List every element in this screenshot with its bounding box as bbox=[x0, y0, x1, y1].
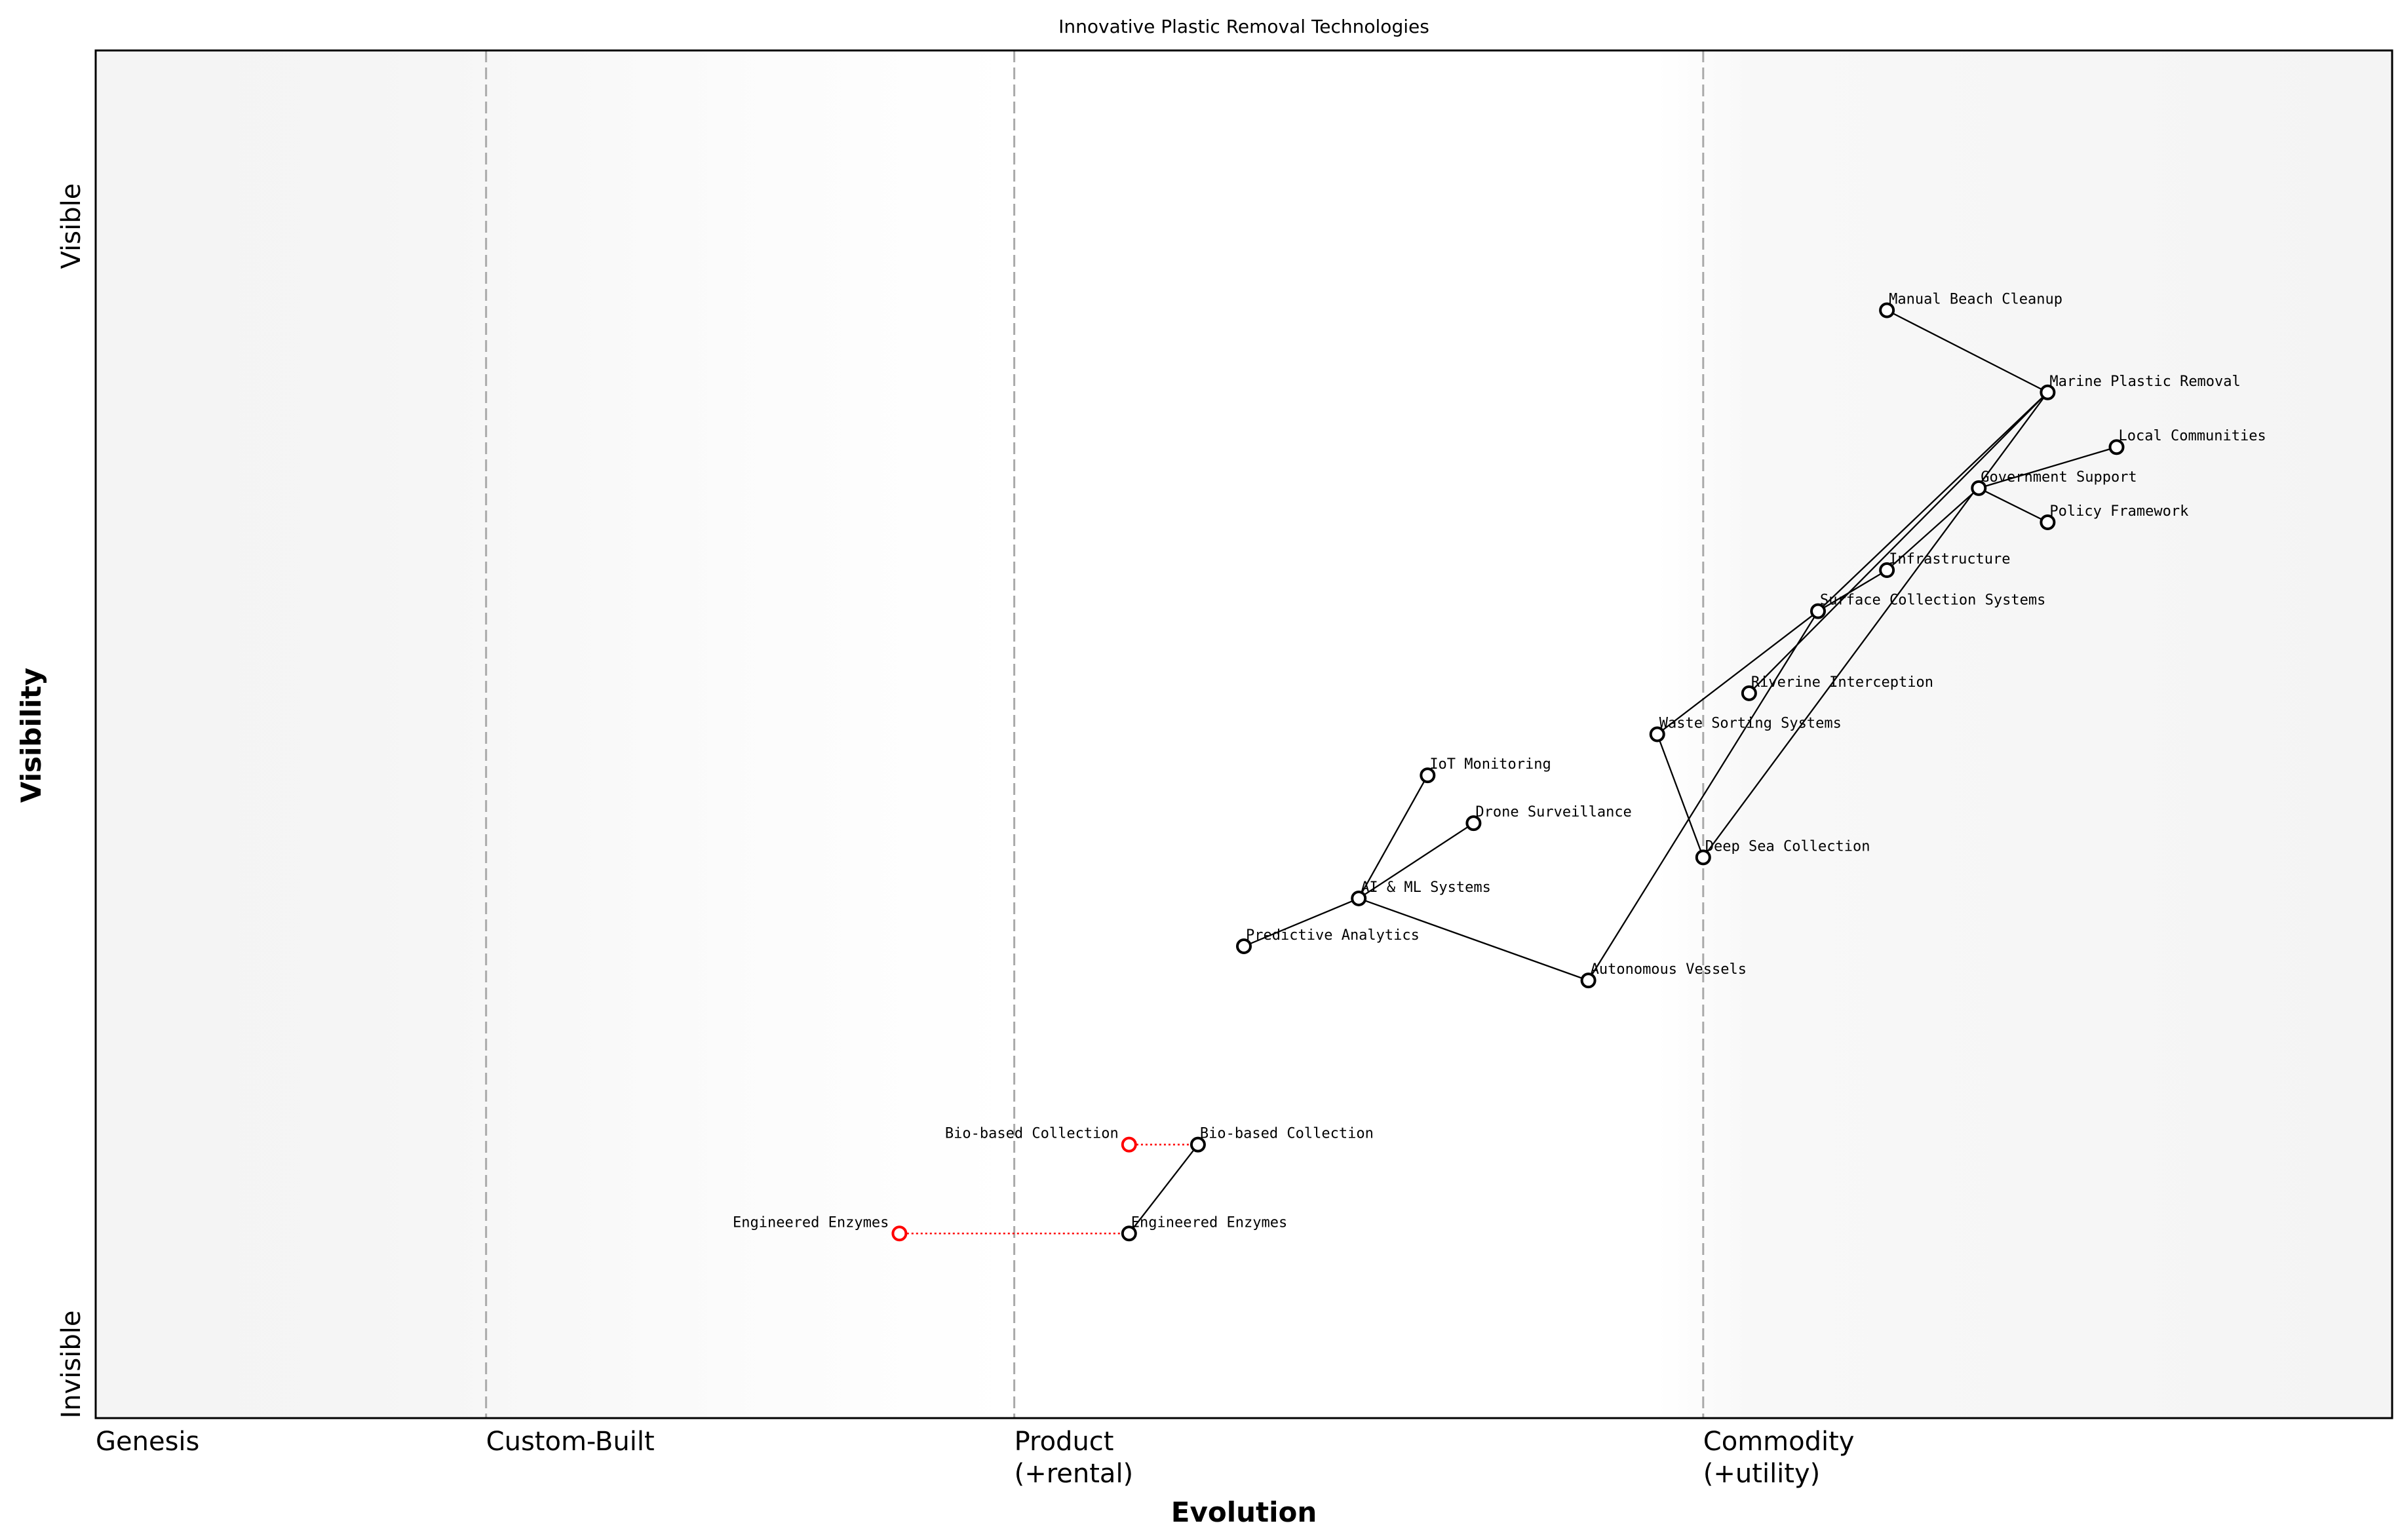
dependency-link bbox=[1978, 446, 2117, 489]
component-label: Engineered Enzymes bbox=[1131, 1214, 1287, 1231]
component-label: Bio-based Collection bbox=[1200, 1126, 1374, 1142]
component-marker bbox=[1879, 302, 1895, 318]
component-label: Government Support bbox=[1981, 469, 2137, 486]
component-label: Predictive Analytics bbox=[1246, 927, 1420, 944]
dependency-link bbox=[1358, 897, 1589, 982]
component-label: AI & ML Systems bbox=[1361, 879, 1491, 896]
y-tick-visible: Visible bbox=[56, 183, 87, 269]
component-label: IoT Monitoring bbox=[1429, 756, 1551, 773]
component-marker bbox=[2040, 384, 2056, 400]
dependency-link bbox=[1587, 611, 1819, 981]
component-marker bbox=[1695, 849, 1711, 866]
component-marker bbox=[1810, 603, 1826, 619]
dependency-link bbox=[1978, 487, 2048, 524]
component-marker bbox=[1236, 938, 1252, 954]
chart-title: Innovative Plastic Removal Technologies bbox=[1058, 16, 1429, 37]
component-marker bbox=[1351, 890, 1367, 906]
stage-label: Custom-Built bbox=[486, 1427, 655, 1457]
dependency-link bbox=[1243, 897, 1359, 948]
dependency-link bbox=[1886, 309, 2048, 393]
component-label: Surface Collection Systems bbox=[1820, 592, 2045, 609]
dependency-link bbox=[1702, 392, 2049, 858]
component-label: Autonomous Vessels bbox=[1591, 961, 1747, 978]
stage-label: Commodity bbox=[1703, 1427, 1855, 1457]
component-markers: Manual Beach Cleanup Marine Plastic Remov… bbox=[1121, 292, 2266, 1242]
component-label: Deep Sea Collection bbox=[1705, 838, 1870, 855]
dependency-link bbox=[1817, 391, 2049, 612]
component-label: Waste Sorting Systems bbox=[1659, 716, 1842, 732]
component-marker bbox=[1420, 767, 1436, 784]
y-tick-invisible: Invisible bbox=[56, 1311, 87, 1419]
component-marker bbox=[1580, 972, 1597, 989]
component-marker bbox=[1649, 726, 1665, 742]
component-label: Policy Framework bbox=[2049, 503, 2188, 520]
stage-label: Genesis bbox=[96, 1427, 199, 1457]
evolved-component-marker bbox=[1121, 1136, 1137, 1153]
stage-labels: Genesis Custom-Built Product(+rental) Commo… bbox=[96, 1427, 1854, 1489]
component-label: Local Communities bbox=[2119, 428, 2266, 444]
stage-dividers bbox=[485, 50, 1705, 1418]
x-axis-label: Evolution bbox=[1171, 1496, 1317, 1528]
plot-background bbox=[96, 50, 2392, 1418]
dependency-link bbox=[1128, 1144, 1199, 1234]
dependency-link bbox=[1886, 487, 1980, 571]
plot-frame bbox=[94, 49, 2393, 1419]
dependency-link bbox=[1656, 734, 1704, 858]
component-label: Drone Surveillance bbox=[1475, 804, 1631, 820]
evolved-component-label: Engineered Enzymes bbox=[733, 1214, 889, 1231]
component-label: Manual Beach Cleanup bbox=[1889, 292, 2062, 308]
dependency-link bbox=[1358, 822, 1475, 899]
evolution-markers: Bio-based Collection Engineered Enzymes bbox=[733, 1126, 1198, 1242]
component-marker bbox=[1971, 480, 1987, 496]
dependency-link bbox=[1358, 775, 1429, 899]
component-marker bbox=[1465, 815, 1482, 832]
stage-label-sub: (+utility) bbox=[1703, 1459, 1820, 1489]
component-label: Riverine Interception bbox=[1751, 674, 1933, 691]
component-marker bbox=[1741, 685, 1757, 701]
component-marker bbox=[2108, 439, 2125, 455]
evolved-component-label: Bio-based Collection bbox=[945, 1126, 1119, 1142]
stage-label-sub: (+rental) bbox=[1015, 1459, 1134, 1489]
component-label: Infrastructure bbox=[1889, 551, 2010, 568]
dependency-links bbox=[1128, 309, 2117, 1234]
component-marker bbox=[1190, 1136, 1206, 1153]
component-marker bbox=[2040, 514, 2056, 531]
component-label: Marine Plastic Removal bbox=[2049, 374, 2240, 390]
dependency-link bbox=[1657, 610, 1819, 735]
dependency-link bbox=[1817, 569, 1887, 612]
component-marker bbox=[1879, 562, 1895, 579]
component-marker bbox=[1121, 1225, 1137, 1242]
stage-label: Product bbox=[1015, 1427, 1114, 1457]
y-axis-label: Visibility bbox=[15, 668, 47, 803]
evolved-component-marker bbox=[891, 1225, 908, 1242]
